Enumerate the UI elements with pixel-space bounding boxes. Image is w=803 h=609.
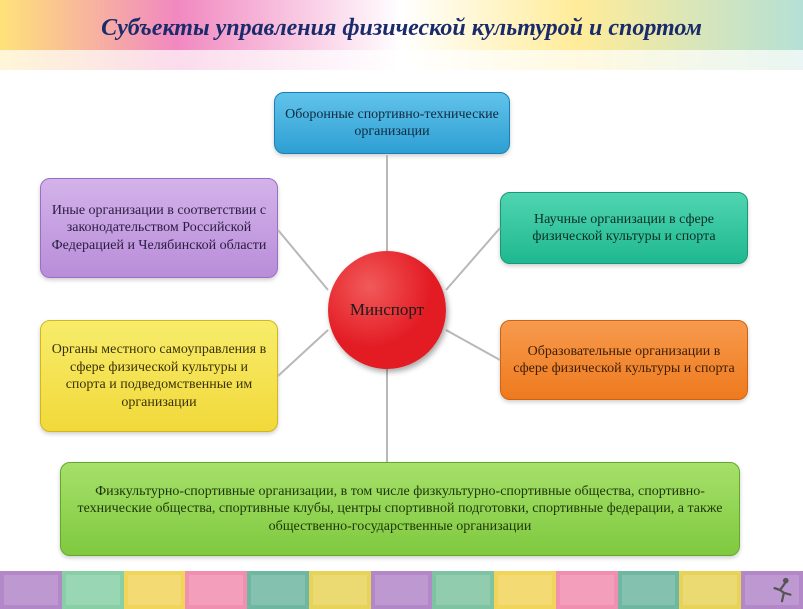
center-node-minsport: Минспорт <box>328 251 446 369</box>
slide-title: Субъекты управления физической культурой… <box>0 15 803 42</box>
center-node-label: Минспорт <box>350 300 424 320</box>
runner-icon <box>767 575 797 605</box>
